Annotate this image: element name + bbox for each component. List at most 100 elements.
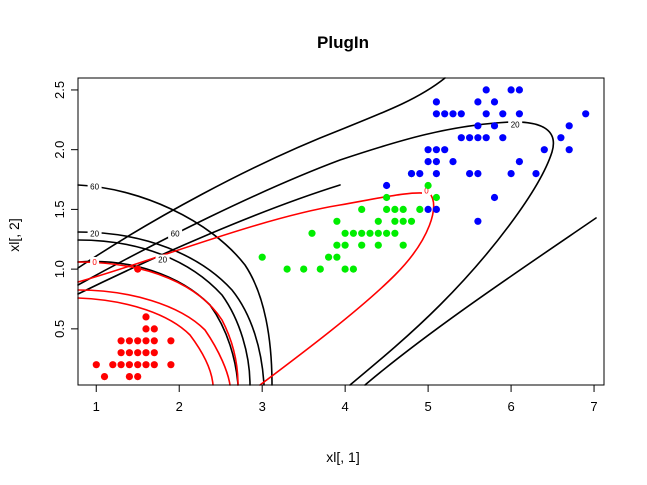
- y-tick-label: 1.0: [52, 260, 67, 278]
- contour-label: 20: [158, 256, 167, 265]
- red-contour-line: [77, 289, 231, 386]
- data-point: [142, 337, 150, 345]
- red-contour-line: [77, 261, 239, 386]
- contour-labels: 60 20 60 0 20 0 20: [87, 119, 523, 267]
- data-point: [449, 158, 457, 166]
- black-contour-line: [77, 239, 251, 386]
- data-point: [100, 373, 109, 381]
- data-point: [490, 193, 499, 202]
- x-tick-label: 5: [424, 399, 431, 414]
- data-point: [457, 110, 465, 118]
- data-point: [308, 229, 316, 237]
- contour-label: 20: [511, 121, 520, 130]
- data-point: [125, 361, 133, 369]
- data-point: [391, 229, 399, 237]
- data-point: [424, 205, 432, 213]
- x-tick-label: 6: [507, 399, 514, 414]
- data-point: [125, 373, 133, 381]
- data-point: [565, 146, 573, 154]
- data-point: [358, 229, 366, 237]
- data-point: [441, 110, 449, 118]
- data-point: [474, 122, 482, 130]
- chart-title: PlugIn: [317, 33, 369, 52]
- data-point: [507, 86, 515, 94]
- data-point: [424, 146, 432, 154]
- contour-label-background: [87, 228, 102, 239]
- data-point: [557, 134, 565, 142]
- data-point: [449, 110, 457, 118]
- data-point: [474, 98, 482, 106]
- black-contour-line: [77, 184, 273, 386]
- x-axis-label: xl[, 1]: [326, 449, 359, 465]
- y-tick-label: 1.5: [52, 200, 67, 218]
- data-point: [117, 337, 125, 345]
- data-point: [432, 193, 440, 202]
- data-point: [432, 146, 440, 154]
- data-point: [349, 229, 357, 237]
- data-point: [490, 122, 499, 130]
- data-point: [167, 337, 175, 345]
- data-point: [466, 134, 474, 142]
- data-point: [474, 170, 482, 178]
- data-point: [150, 337, 158, 345]
- data-point: [349, 265, 357, 273]
- data-point: [399, 205, 407, 213]
- data-point: [117, 361, 125, 369]
- data-point: [507, 170, 515, 178]
- data-point: [515, 110, 524, 118]
- data-points: [92, 86, 590, 381]
- contour-label: 60: [90, 183, 99, 192]
- data-point: [134, 337, 142, 345]
- data-point: [565, 122, 573, 130]
- data-point: [333, 217, 341, 225]
- contour-label: 20: [90, 229, 99, 238]
- x-axis: 1 2 3 4 5 6 7: [93, 384, 598, 414]
- data-point: [424, 158, 432, 166]
- data-point: [457, 134, 465, 142]
- x-tick-label: 2: [176, 399, 183, 414]
- contour-label-background: [422, 185, 431, 196]
- contour-label: 0: [92, 258, 97, 267]
- data-point: [482, 134, 490, 142]
- data-point: [92, 361, 100, 369]
- data-point: [134, 349, 142, 357]
- data-point: [383, 181, 391, 190]
- data-point: [134, 373, 142, 381]
- data-point: [142, 361, 150, 369]
- data-point: [432, 158, 440, 166]
- contour-label-background: [87, 181, 102, 192]
- y-tick-label: 2.5: [52, 81, 67, 99]
- contour-label: 0: [424, 186, 429, 195]
- data-point: [391, 205, 399, 213]
- y-tick-label: 0.5: [52, 320, 67, 338]
- data-point: [325, 253, 333, 261]
- data-point: [407, 217, 416, 225]
- data-point: [582, 110, 590, 118]
- data-point: [515, 86, 524, 94]
- data-point: [117, 349, 125, 357]
- x-tick-label: 3: [259, 399, 266, 414]
- data-point: [432, 205, 440, 213]
- data-point: [125, 349, 133, 357]
- data-point: [150, 325, 158, 333]
- data-point: [341, 265, 349, 273]
- data-point: [142, 313, 150, 321]
- data-point: [341, 241, 349, 249]
- data-point: [134, 361, 142, 369]
- data-point: [316, 265, 324, 273]
- black-contour-line: [77, 77, 446, 269]
- x-tick-label: 4: [342, 399, 349, 414]
- data-point: [482, 86, 490, 94]
- data-point: [258, 253, 266, 261]
- contour-label-background: [90, 257, 100, 267]
- data-point: [374, 229, 382, 237]
- data-point: [482, 110, 490, 118]
- black-contour-line: [77, 231, 265, 386]
- data-point: [167, 361, 175, 369]
- data-point: [383, 205, 391, 213]
- data-point: [399, 241, 407, 249]
- data-point: [407, 170, 416, 178]
- contour-label-background: [508, 119, 523, 130]
- data-point: [416, 170, 424, 178]
